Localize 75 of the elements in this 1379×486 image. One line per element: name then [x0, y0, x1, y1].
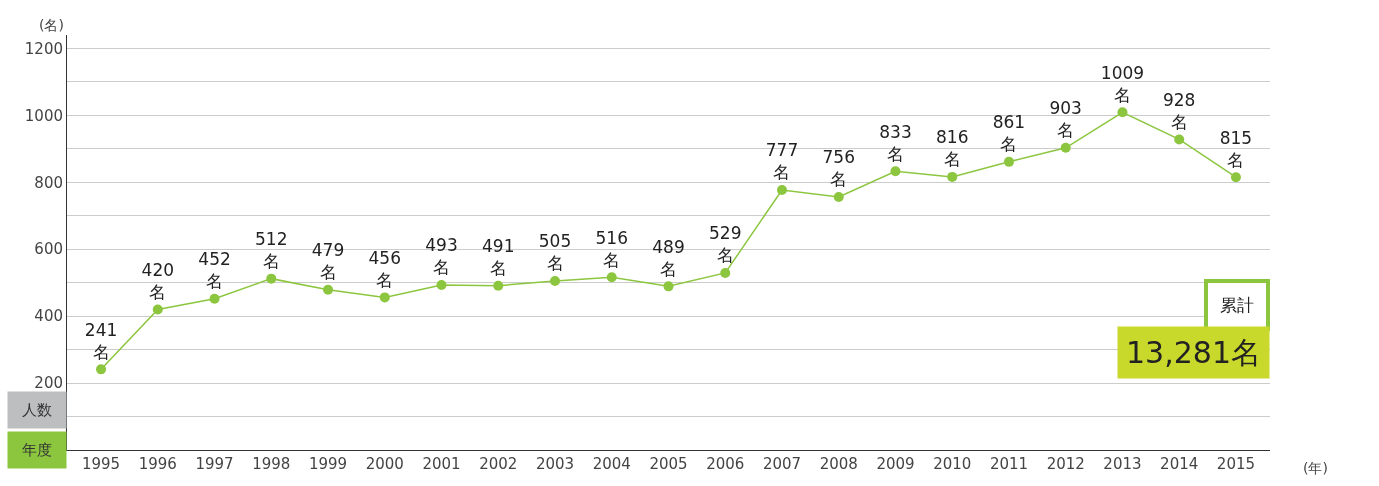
data-label: 516 名 — [595, 227, 628, 270]
data-label: 861 名 — [992, 112, 1026, 155]
x-axis-title: (年) — [1303, 460, 1328, 476]
x-tick-label: 1999 — [308, 455, 348, 473]
text: 人数 — [22, 401, 52, 419]
data-label: 456 名 — [368, 247, 401, 290]
data-label: 903 名 — [1049, 98, 1082, 141]
text: 年度 — [22, 441, 52, 459]
y-tick-label: 400 — [34, 307, 63, 326]
x-tick-label: 2015 — [1216, 455, 1256, 473]
point — [1117, 107, 1128, 118]
point — [209, 293, 220, 304]
y-tick-label: 600 — [34, 240, 63, 259]
x-tick-label: 2011 — [989, 455, 1029, 473]
data-label: 420 名 — [141, 259, 175, 302]
data-label: 512 名 — [255, 229, 288, 272]
data-label: 816 名 — [936, 127, 969, 170]
x-tick-label: 2002 — [479, 455, 518, 473]
x-tick-label: 1998 — [252, 455, 291, 473]
point — [323, 284, 334, 295]
x-tick-label: 2013 — [1103, 455, 1142, 473]
point — [606, 272, 617, 283]
point — [663, 281, 674, 292]
data-label: 815 名 — [1219, 127, 1253, 170]
point — [266, 273, 277, 284]
point — [96, 364, 107, 375]
x-tick-label: 2001 — [422, 455, 461, 473]
data-label: 777 名 — [765, 140, 799, 183]
x-tick-label: 2010 — [933, 455, 972, 473]
point — [1230, 172, 1241, 183]
data-label: 1009 名 — [1100, 62, 1145, 105]
point — [550, 275, 561, 286]
y-tick-label: 1200 — [24, 39, 63, 58]
x-tick-label: 2007 — [762, 455, 802, 473]
data-label: 479 名 — [311, 240, 345, 283]
point — [152, 304, 163, 315]
point — [833, 191, 844, 202]
point — [720, 267, 731, 278]
data-label: 489 名 — [652, 236, 685, 279]
annotation: 累計 — [1220, 295, 1254, 315]
point — [776, 184, 787, 195]
x-tick-label: 2008 — [819, 455, 858, 473]
x-tick-label: 1997 — [195, 455, 234, 473]
x-tick-label: 2014 — [1160, 455, 1199, 473]
x-tick-label: 2006 — [706, 455, 745, 473]
x-tick-label: 1996 — [138, 455, 177, 473]
data-label: 833 名 — [879, 121, 912, 164]
data-label: 241 名 — [84, 319, 118, 362]
x-tick-label: 2003 — [535, 455, 575, 473]
point — [947, 171, 958, 182]
x-tick-label: 2000 — [365, 455, 404, 473]
data-label: 756 名 — [822, 147, 855, 190]
y-tick-label: 200 — [34, 374, 63, 393]
point — [1060, 142, 1071, 153]
data-label: 928 名 — [1162, 89, 1196, 132]
data-label: 505 名 — [538, 231, 572, 274]
y-tick-label: 800 — [34, 173, 63, 192]
point — [890, 166, 901, 177]
point — [379, 292, 390, 303]
x-tick-label: 2012 — [1046, 455, 1085, 473]
x-tick-label: 1995 — [81, 455, 121, 473]
x-tick-label: 2005 — [649, 455, 688, 473]
point — [1174, 134, 1185, 145]
x-tick-label: 2004 — [592, 455, 631, 473]
data-label: 452 名 — [198, 249, 231, 292]
point — [436, 280, 447, 290]
data-label: 493 名 — [425, 235, 458, 278]
point — [1003, 156, 1014, 167]
annotation: 13,281名 — [1126, 335, 1261, 370]
point — [493, 280, 504, 291]
y-tick-label: 1000 — [24, 106, 63, 125]
data-label: 529 名 — [709, 223, 742, 266]
y-axis-title: (名) — [39, 17, 64, 33]
data-label: 491 名 — [482, 236, 515, 279]
x-tick-label: 2009 — [876, 455, 915, 473]
